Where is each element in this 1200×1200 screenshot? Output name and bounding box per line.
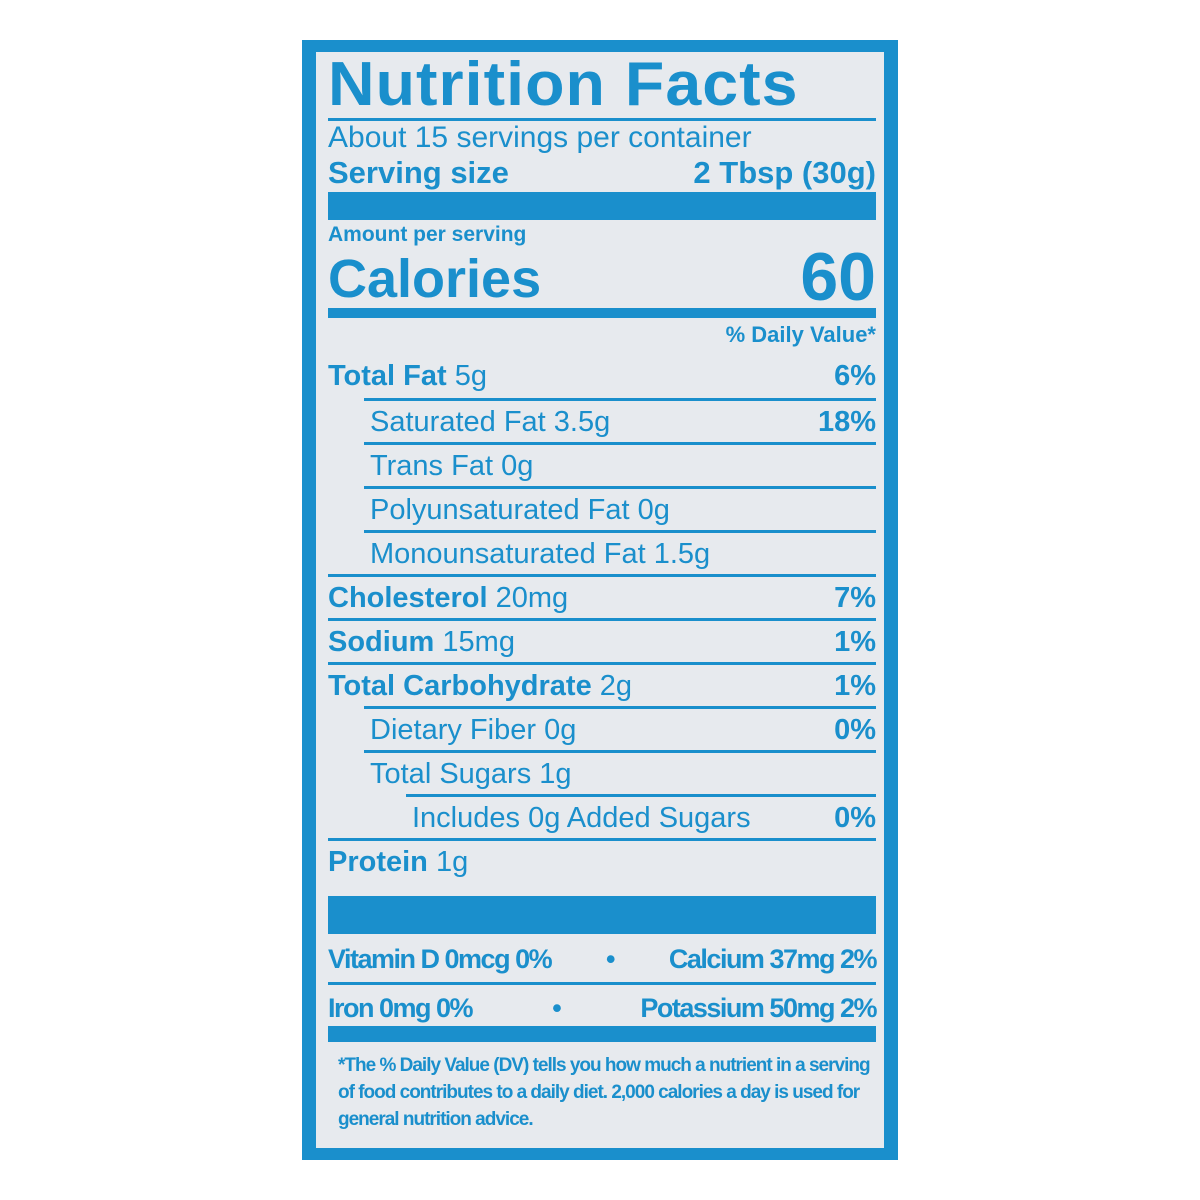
nutrient-row: Dietary Fiber 0g 0% <box>364 706 876 750</box>
medium-divider <box>328 308 876 318</box>
nutrient-daily-value: 7% <box>834 581 876 614</box>
nutrient-row: Polyunsaturated Fat 0g <box>364 486 876 530</box>
thick-divider <box>328 1026 876 1042</box>
nutrient-label: Protein <box>328 845 428 878</box>
vitamin-right: Potassium 50mg 2% <box>640 993 877 1023</box>
nutrient-label: Total Carbohydrate <box>328 669 592 702</box>
label-panel: Nutrition Facts About 15 servings per co… <box>316 52 884 1148</box>
nutrient-amount: 1g <box>539 757 572 790</box>
nutrient-row: Saturated Fat 3.5g 18% <box>364 398 876 442</box>
nutrient-row: Total Carbohydrate 2g 1% <box>328 662 876 706</box>
vitamin-left: Vitamin D 0mcg 0% <box>328 944 553 974</box>
nutrient-label: Monounsaturated Fat <box>370 537 646 570</box>
bullet-separator: • <box>606 944 615 974</box>
nutrient-name: Sodium 15mg <box>328 625 515 659</box>
divider <box>328 118 876 121</box>
nutrient-label: Trans Fat <box>370 449 494 482</box>
bullet-separator: • <box>552 993 561 1023</box>
serving-size-label: Serving size <box>328 155 509 190</box>
nutrient-amount: 5g <box>454 360 488 392</box>
vitamin-list: Vitamin D 0mcg 0% • Calcium 37mg 2% Iron 0m… <box>328 936 878 1031</box>
nutrient-row: Total Sugars 1g <box>364 750 876 794</box>
nutrient-row: Includes 0g Added Sugars 0% <box>406 794 876 838</box>
nutrient-label: Polyunsaturated Fat <box>370 493 630 526</box>
nutrition-label: Nutrition Facts About 15 servings per co… <box>302 40 898 1160</box>
nutrient-row: Protein 1g <box>328 838 876 882</box>
vitamin-row: Vitamin D 0mcg 0% • Calcium 37mg 2% <box>328 936 878 982</box>
nutrient-label: Saturated Fat <box>370 405 546 438</box>
nutrient-name: Monounsaturated Fat 1.5g <box>370 537 710 571</box>
daily-value-header: % Daily Value* <box>725 322 876 347</box>
thick-divider <box>328 896 876 934</box>
nutrient-amount: 1.5g <box>653 537 711 570</box>
nutrient-name: Saturated Fat 3.5g <box>370 405 610 439</box>
nutrient-amount: 0g <box>501 449 534 482</box>
nutrient-label: Dietary Fiber <box>370 713 536 746</box>
label-title: Nutrition Facts <box>328 50 799 119</box>
nutrient-list: Total Fat 5g 6% Saturated Fat 3.5g 18% Trans… <box>328 354 876 882</box>
nutrient-daily-value: 18% <box>817 405 876 438</box>
nutrient-name: Total Carbohydrate 2g <box>328 669 632 703</box>
nutrient-name: Dietary Fiber 0g <box>370 713 576 747</box>
nutrient-daily-value: 0% <box>834 713 876 746</box>
nutrient-name: Includes 0g Added Sugars <box>412 801 751 835</box>
nutrient-name: Protein 1g <box>328 845 468 879</box>
nutrient-daily-value: 0% <box>834 801 876 834</box>
nutrient-name: Cholesterol 20mg <box>328 581 568 615</box>
nutrient-daily-value: 1% <box>834 669 876 702</box>
nutrient-row: Cholesterol 20mg 7% <box>328 574 876 618</box>
nutrient-name: Total Fat 5g <box>328 359 487 393</box>
nutrient-row: Monounsaturated Fat 1.5g <box>364 530 876 574</box>
nutrient-amount: 3.5g <box>553 405 611 438</box>
nutrient-label: Cholesterol <box>328 581 488 614</box>
nutrient-name: Total Sugars 1g <box>370 757 572 791</box>
calories-label: Calories <box>328 249 542 309</box>
nutrient-daily-value: 1% <box>834 625 876 658</box>
nutrient-amount: 2g <box>599 669 633 702</box>
vitamin-row: Iron 0mg 0% • Potassium 50mg 2% <box>328 982 877 1031</box>
nutrient-row: Trans Fat 0g <box>364 442 876 486</box>
nutrient-label: Total Fat <box>328 360 447 392</box>
footnote: *The % Daily Value (DV) tells you how mu… <box>338 1055 871 1130</box>
vitamin-left: Iron 0mg 0% <box>328 993 474 1023</box>
nutrient-label: Includes 0g Added Sugars <box>412 801 751 834</box>
nutrient-amount: 0g <box>544 713 577 746</box>
nutrient-name: Trans Fat 0g <box>370 449 533 483</box>
nutrient-label: Total Sugars <box>370 757 532 790</box>
nutrient-amount: 20mg <box>495 581 569 614</box>
servings-per-container: About 15 servings per container <box>328 121 752 154</box>
amount-per-serving: Amount per serving <box>328 223 527 246</box>
thick-divider <box>328 192 876 220</box>
vitamin-right: Calcium 37mg 2% <box>668 944 878 974</box>
calories-row: Calories 60 <box>328 239 876 315</box>
nutrient-amount: 0g <box>637 493 670 526</box>
nutrient-daily-value: 6% <box>834 360 876 392</box>
nutrient-amount: 15mg <box>442 625 515 658</box>
nutrient-row: Sodium 15mg 1% <box>328 618 876 662</box>
nutrient-label: Sodium <box>328 625 435 658</box>
nutrient-name: Polyunsaturated Fat 0g <box>370 493 670 527</box>
serving-size-value: 2 Tbsp (30g) <box>693 155 876 190</box>
nutrient-row: Total Fat 5g 6% <box>328 354 876 398</box>
calories-value: 60 <box>800 239 876 315</box>
serving-size: Serving size 2 Tbsp (30g) <box>328 156 876 190</box>
nutrient-amount: 1g <box>435 845 469 878</box>
